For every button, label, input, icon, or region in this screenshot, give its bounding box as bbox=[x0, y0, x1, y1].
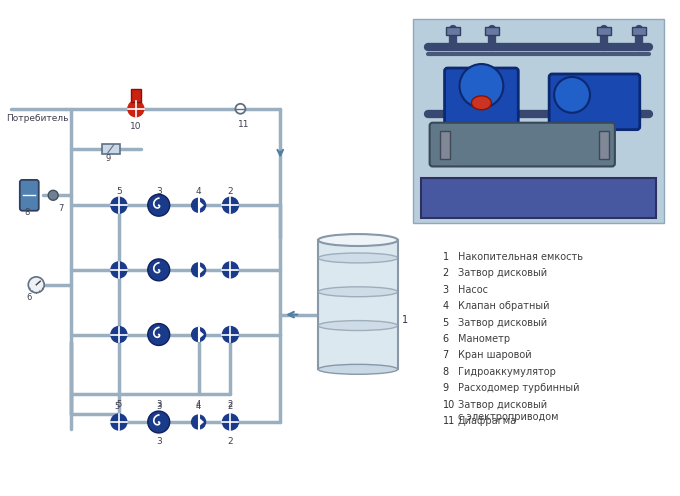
Text: 6: 6 bbox=[27, 293, 32, 302]
Circle shape bbox=[554, 77, 590, 113]
Circle shape bbox=[192, 198, 205, 212]
FancyBboxPatch shape bbox=[430, 123, 615, 167]
Circle shape bbox=[148, 411, 170, 433]
FancyBboxPatch shape bbox=[549, 74, 640, 129]
Circle shape bbox=[148, 259, 170, 281]
Circle shape bbox=[148, 323, 170, 345]
Text: Кран шаровой: Кран шаровой bbox=[458, 350, 531, 361]
Polygon shape bbox=[199, 201, 203, 209]
Circle shape bbox=[48, 190, 58, 200]
Text: 11: 11 bbox=[237, 120, 249, 129]
Text: 3: 3 bbox=[156, 400, 161, 409]
Text: 2: 2 bbox=[228, 187, 233, 196]
Polygon shape bbox=[199, 266, 203, 274]
Bar bbox=[445, 27, 460, 35]
Ellipse shape bbox=[318, 253, 398, 263]
Text: 9: 9 bbox=[443, 383, 449, 393]
Text: Накопительная емкость: Накопительная емкость bbox=[458, 252, 583, 262]
Circle shape bbox=[192, 327, 205, 341]
Bar bbox=[597, 27, 611, 35]
Text: 2: 2 bbox=[228, 402, 233, 411]
Ellipse shape bbox=[318, 365, 398, 374]
Text: Расходомер турбинный: Расходомер турбинный bbox=[458, 383, 579, 393]
Circle shape bbox=[192, 415, 205, 429]
Text: 4: 4 bbox=[196, 400, 201, 409]
Text: 5: 5 bbox=[116, 187, 122, 196]
Text: 7: 7 bbox=[443, 350, 449, 361]
Circle shape bbox=[460, 64, 503, 108]
Text: 4: 4 bbox=[443, 301, 449, 311]
Text: 3: 3 bbox=[156, 402, 161, 411]
Bar bbox=[131, 89, 141, 102]
Bar bbox=[318, 240, 398, 370]
Text: 4: 4 bbox=[196, 187, 201, 196]
Text: 5: 5 bbox=[116, 400, 122, 409]
Circle shape bbox=[111, 414, 127, 430]
Ellipse shape bbox=[471, 96, 492, 110]
Text: 1: 1 bbox=[443, 252, 449, 262]
Text: 3: 3 bbox=[156, 437, 162, 446]
Bar bbox=[599, 130, 609, 159]
Text: 7: 7 bbox=[58, 204, 64, 213]
FancyBboxPatch shape bbox=[20, 180, 39, 211]
Polygon shape bbox=[199, 418, 203, 426]
Text: с электроприводом: с электроприводом bbox=[458, 412, 558, 422]
Polygon shape bbox=[199, 330, 203, 339]
Text: Затвор дисковый: Затвор дисковый bbox=[458, 268, 547, 278]
Circle shape bbox=[235, 104, 245, 114]
Text: Гидроаккумулятор: Гидроаккумулятор bbox=[458, 367, 556, 377]
Ellipse shape bbox=[318, 287, 398, 297]
Bar bbox=[421, 179, 656, 218]
Text: Насос: Насос bbox=[458, 285, 488, 295]
Bar bbox=[632, 27, 646, 35]
Text: 10: 10 bbox=[130, 122, 141, 131]
Ellipse shape bbox=[318, 320, 398, 330]
Text: 8: 8 bbox=[443, 367, 449, 377]
Bar bbox=[413, 19, 664, 223]
Text: 6: 6 bbox=[443, 334, 449, 344]
FancyBboxPatch shape bbox=[445, 68, 518, 128]
Text: 3: 3 bbox=[443, 285, 449, 295]
Circle shape bbox=[192, 263, 205, 277]
Text: 2: 2 bbox=[443, 268, 449, 278]
Circle shape bbox=[222, 197, 239, 213]
Text: 4: 4 bbox=[196, 402, 201, 411]
Bar bbox=[102, 143, 120, 154]
Text: Потребитель: Потребитель bbox=[6, 114, 69, 123]
Text: 11: 11 bbox=[443, 416, 455, 426]
Text: 5: 5 bbox=[114, 402, 120, 411]
Text: 3: 3 bbox=[156, 187, 162, 196]
Circle shape bbox=[111, 262, 127, 278]
Circle shape bbox=[111, 197, 127, 213]
Circle shape bbox=[148, 194, 170, 216]
Text: Затвор дисковый: Затвор дисковый bbox=[458, 400, 547, 410]
Circle shape bbox=[222, 326, 239, 342]
Bar bbox=[486, 27, 499, 35]
Text: Клапан обратный: Клапан обратный bbox=[458, 301, 549, 311]
Text: Диафрагма: Диафрагма bbox=[458, 416, 517, 426]
Circle shape bbox=[222, 262, 239, 278]
Text: 9: 9 bbox=[105, 154, 111, 163]
Circle shape bbox=[128, 101, 143, 117]
Text: Затвор дисковый: Затвор дисковый bbox=[458, 317, 547, 327]
Text: 8: 8 bbox=[24, 208, 30, 217]
Ellipse shape bbox=[318, 234, 398, 246]
Circle shape bbox=[29, 277, 44, 293]
Bar bbox=[439, 130, 449, 159]
Text: 5: 5 bbox=[443, 317, 449, 327]
Text: 1: 1 bbox=[402, 314, 408, 324]
Circle shape bbox=[222, 414, 239, 430]
Circle shape bbox=[111, 326, 127, 342]
Text: Манометр: Манометр bbox=[458, 334, 509, 344]
Text: 2: 2 bbox=[228, 400, 233, 409]
Text: 10: 10 bbox=[443, 400, 455, 410]
Text: 2: 2 bbox=[228, 437, 233, 446]
